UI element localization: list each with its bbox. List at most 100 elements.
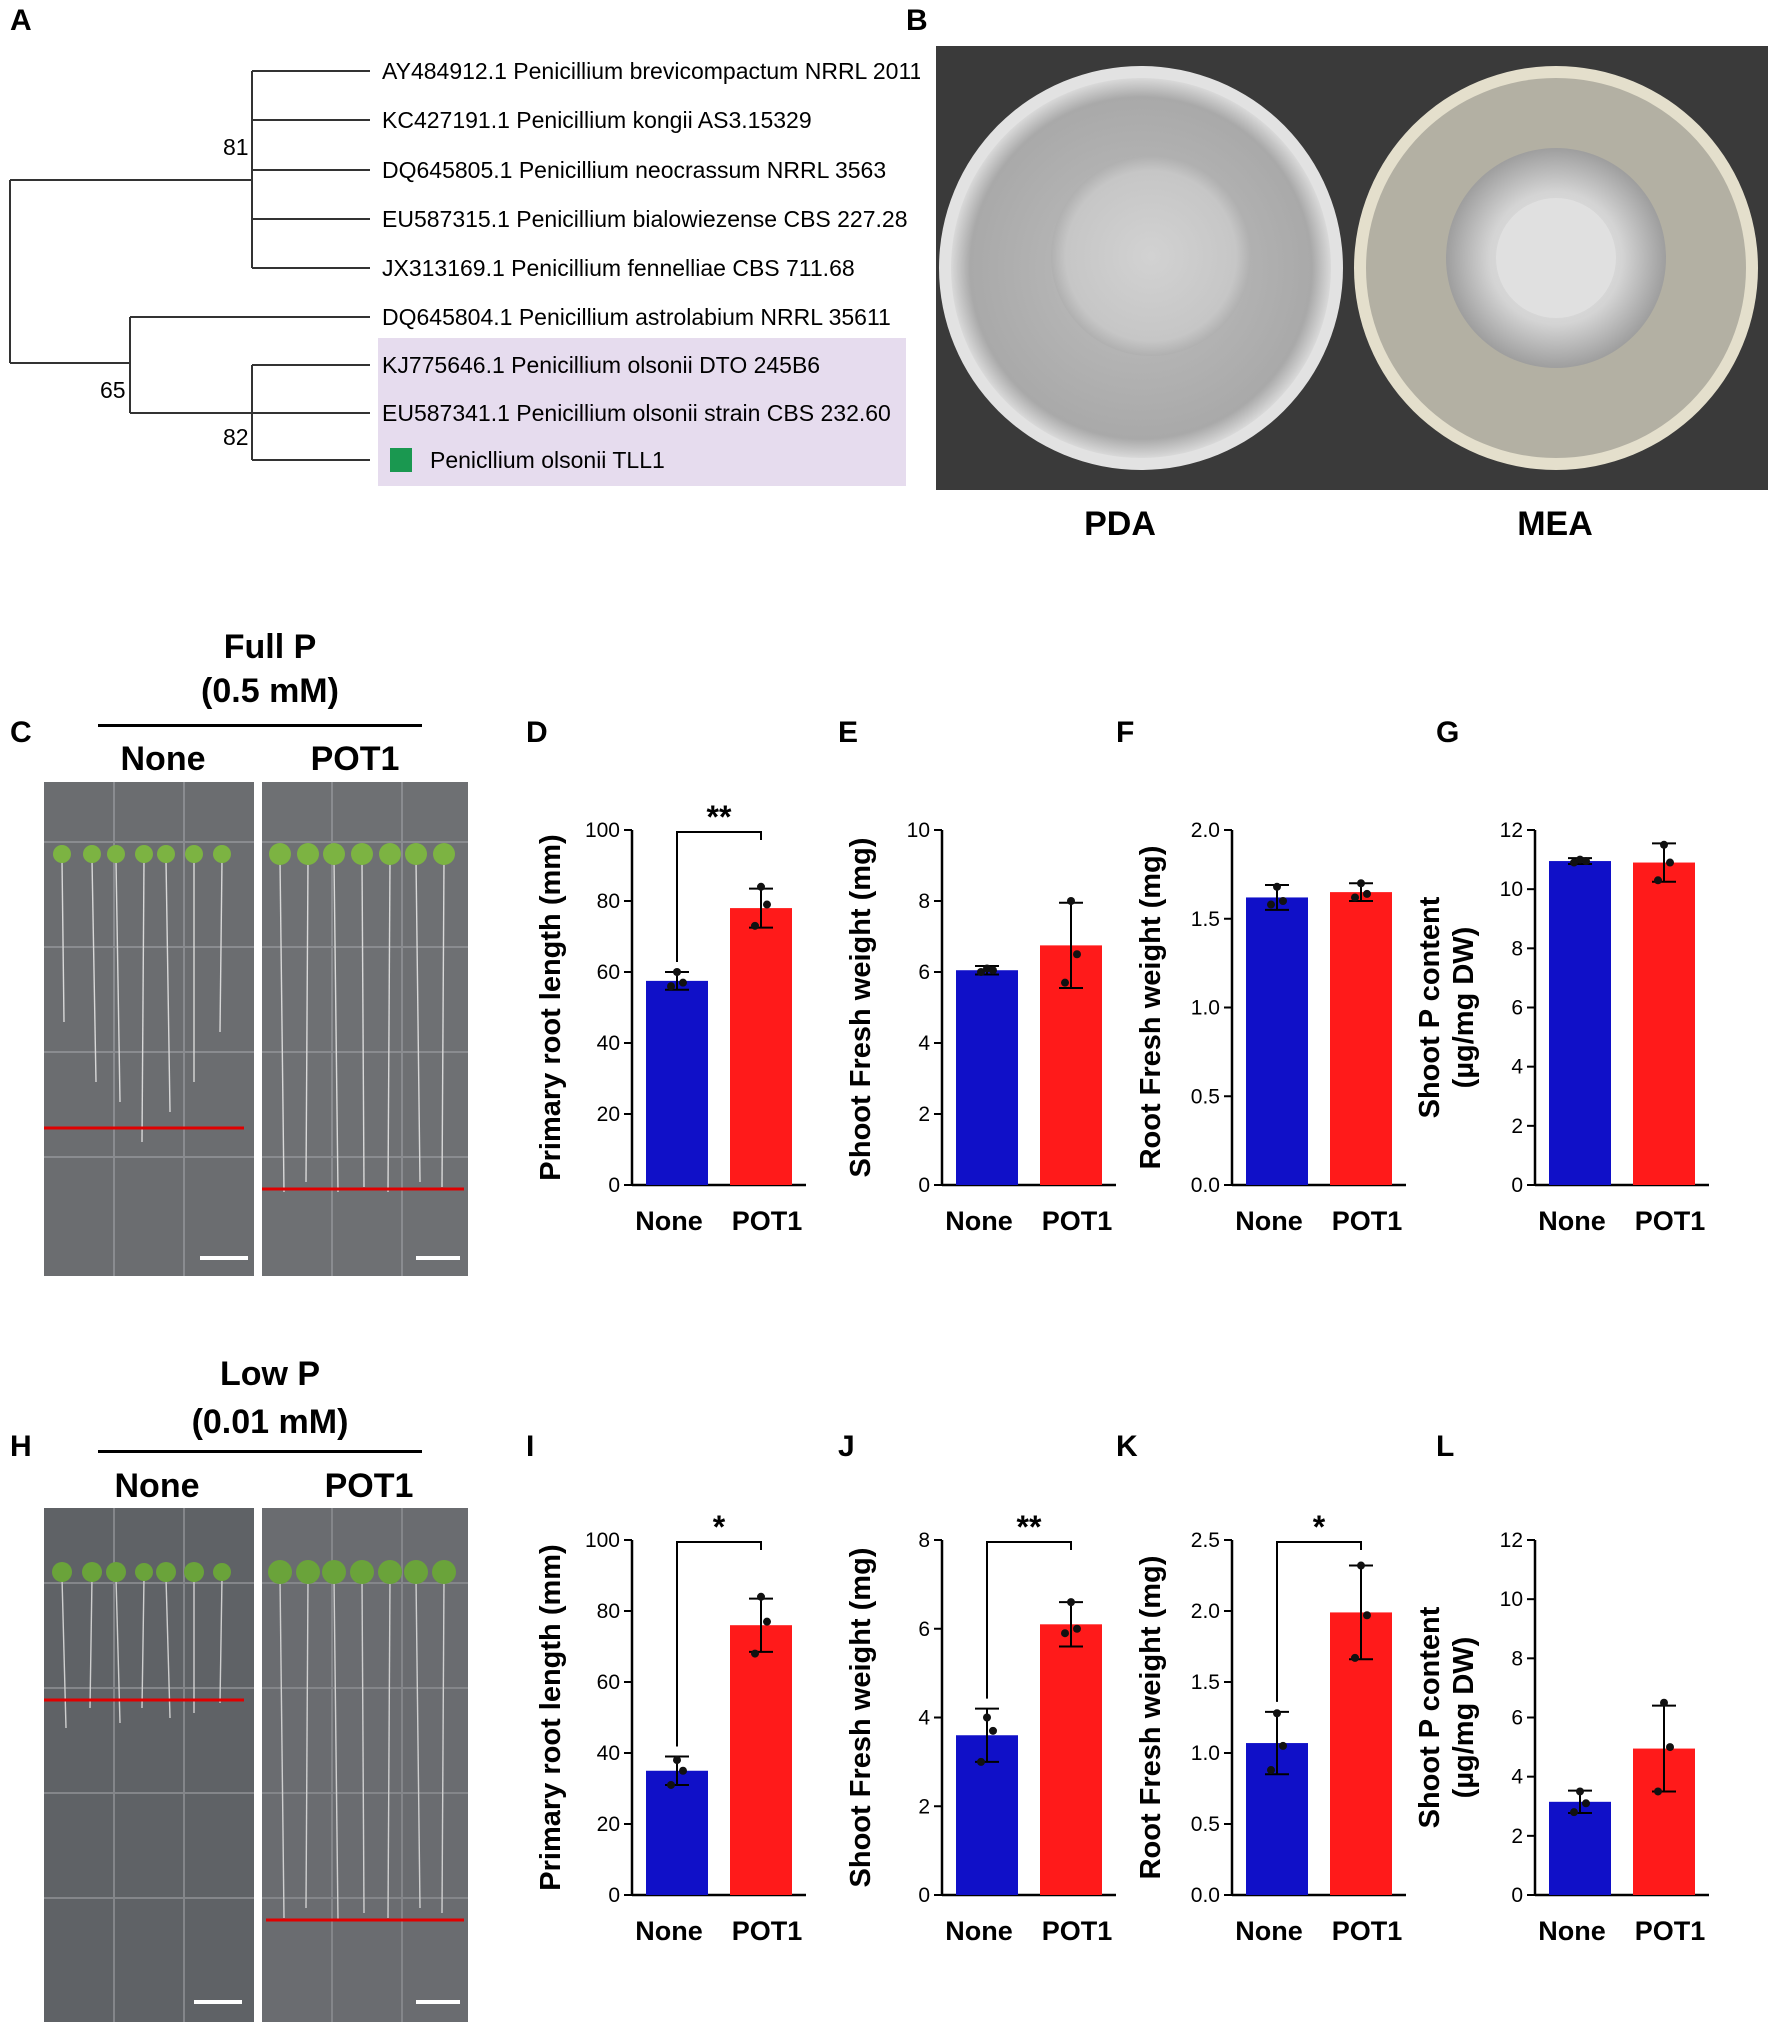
chart-j-shoot-weight-low-p: 0 2 4 6 8 Shoot Fresh weight (mg) None POT1 **	[845, 1509, 1116, 1946]
y-tick-label: 8	[918, 1529, 930, 1552]
y-tick-label: 2	[918, 1103, 930, 1126]
y-tick-label: 0.5	[1191, 1085, 1220, 1108]
y-axis-label: Shoot Fresh weight (mg)	[845, 1548, 877, 1888]
tree-branches	[9, 70, 370, 461]
y-tick-label: 1.5	[1191, 1671, 1220, 1694]
y-tick-label: 2.0	[1191, 1600, 1220, 1623]
data-point	[1067, 1598, 1075, 1607]
data-point	[757, 1592, 765, 1601]
data-point	[1570, 1808, 1578, 1817]
data-point	[1666, 1743, 1674, 1752]
panel-label-l: L	[1436, 1430, 1455, 1463]
low-p-title-line1: Low P	[219, 1355, 321, 1393]
mea-label: MEA	[1517, 505, 1593, 543]
y-axis-label: Shoot Fresh weight (mg)	[845, 838, 877, 1178]
data-point	[763, 1617, 771, 1626]
data-point	[673, 1756, 681, 1765]
chart-d-primary-root-full-p: 0 20 40 60 80 100 Primary root length (mm) None…	[535, 799, 806, 1236]
bar	[730, 1625, 792, 1895]
tll1-marker-icon	[390, 448, 412, 472]
data-point	[1576, 1787, 1584, 1796]
taxon-label: Penicllium olsonii TLL1	[430, 447, 665, 473]
data-point	[1279, 897, 1287, 905]
low-p-seedlings-photo	[44, 1508, 468, 2022]
bar	[1040, 1624, 1102, 1895]
taxon-label: KJ775646.1 Penicillium olsonii DTO 245B6	[382, 352, 820, 378]
taxa-labels: AY484912.1 Penicillium brevicompactum NR…	[382, 58, 920, 473]
data-point	[1576, 855, 1584, 864]
category-label: POT1	[1042, 1916, 1113, 1946]
data-point	[679, 1766, 687, 1775]
data-point	[1363, 889, 1371, 898]
data-point	[1067, 897, 1075, 905]
y-tick-label: 60	[597, 1671, 620, 1694]
y-axis-label: Root Fresh weight (mg)	[1135, 1556, 1167, 1880]
y-tick-label: 12	[1500, 819, 1523, 842]
y-tick-label: 40	[597, 1742, 620, 1765]
chart-i-primary-root-low-p: 0 20 40 60 80 100 Primary root length (mm) None…	[535, 1509, 806, 1946]
panel-label-j: J	[838, 1430, 855, 1463]
full-p-seedlings-photo	[44, 782, 468, 1276]
low-p-title: Low P (0.01 mM)	[130, 1350, 410, 1446]
y-tick-label: 20	[597, 1813, 620, 1836]
y-tick-label: 20	[597, 1103, 620, 1126]
data-point	[1357, 1561, 1365, 1570]
panel-label-k: K	[1116, 1430, 1138, 1463]
data-point	[667, 982, 675, 991]
y-tick-label: 100	[585, 1529, 620, 1552]
data-point	[1654, 1787, 1662, 1796]
bar	[1246, 897, 1308, 1185]
data-point	[989, 966, 997, 975]
y-tick-label: 0	[1511, 1174, 1523, 1197]
y-tick-label: 0	[608, 1174, 620, 1197]
category-label: POT1	[1332, 1206, 1403, 1236]
data-point	[1582, 1799, 1590, 1808]
data-point	[1061, 978, 1069, 987]
bootstrap-81: 81	[223, 134, 249, 160]
data-point	[757, 882, 765, 891]
data-point	[1351, 893, 1359, 902]
y-axis-label: Primary root length (mm)	[535, 834, 567, 1180]
chart-f-root-weight-full-p: 0.0 0.5 1.0 1.5 2.0 Root Fresh weight (mg) Non…	[1135, 819, 1406, 1236]
bar	[730, 908, 792, 1185]
full-p-shoots	[53, 843, 455, 865]
data-point	[989, 1726, 997, 1735]
chart-k-root-weight-low-p: 0.0 0.5 1.0 1.5 2.0 2.5 Root Fresh weight (mg)…	[1135, 1509, 1406, 1946]
full-p-rule	[98, 724, 422, 727]
bar	[1549, 1801, 1611, 1895]
y-tick-label: 1.5	[1191, 908, 1220, 931]
data-point	[977, 1757, 985, 1766]
data-point	[1660, 1698, 1668, 1707]
panel-label-d: D	[526, 716, 548, 749]
low-p-roots	[61, 1577, 445, 1921]
y-axis-label: Shoot P content	[1414, 1606, 1446, 1828]
category-label: None	[1235, 1916, 1303, 1946]
significance-label: *	[713, 1509, 726, 1545]
y-tick-label: 6	[918, 1618, 930, 1641]
bar	[956, 970, 1018, 1185]
taxon-label: DQ645804.1 Penicillium astrolabium NRRL …	[382, 304, 891, 330]
data-point	[1279, 1741, 1287, 1750]
y-tick-label: 4	[1511, 1056, 1523, 1079]
category-label: POT1	[1042, 1206, 1113, 1236]
data-point	[1654, 876, 1662, 885]
y-axis-label: Root Fresh weight (mg)	[1135, 846, 1167, 1170]
low-p-title-line2: (0.01 mM)	[191, 1403, 349, 1441]
data-point	[1357, 879, 1365, 888]
data-point	[751, 921, 759, 930]
full-p-roots	[61, 859, 445, 1193]
data-point	[1363, 1611, 1371, 1620]
taxon-label: JX313169.1 Penicillium fennelliae CBS 71…	[382, 255, 855, 281]
y-tick-label: 6	[1511, 997, 1523, 1020]
pda-label: PDA	[1084, 505, 1156, 543]
data-point	[667, 1780, 675, 1789]
y-tick-label: 8	[1511, 937, 1523, 960]
data-point	[763, 900, 771, 909]
y-tick-label: 4	[1511, 1766, 1523, 1789]
category-label: POT1	[732, 1206, 803, 1236]
significance-bracket	[986, 1541, 1072, 1699]
y-tick-label: 2.0	[1191, 819, 1220, 842]
data-point	[983, 964, 991, 973]
y-tick-label: 0	[918, 1884, 930, 1907]
category-label: None	[635, 1206, 703, 1236]
